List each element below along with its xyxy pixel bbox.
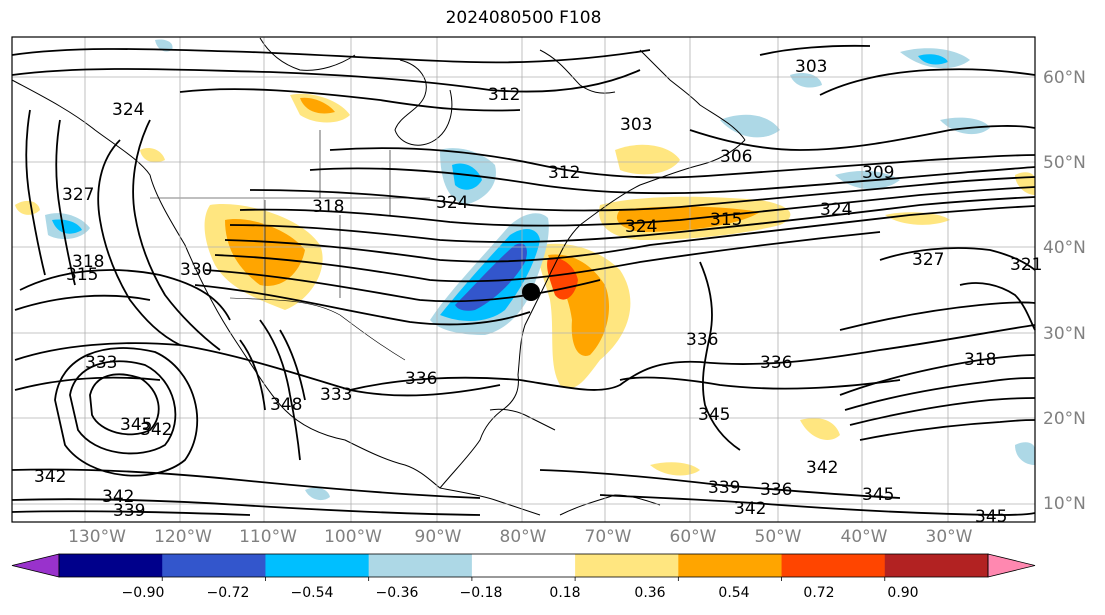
contour-label: 345 [975,507,1007,527]
map-panel: 303 303 306 309 312 312 315 315 318 318 … [11,36,1042,527]
lon-label: 30°W [925,527,973,547]
contour-lines [11,44,1036,516]
contour-label: 336 [760,480,792,500]
colorbar-bin [368,554,473,577]
contour-label: 330 [180,260,212,280]
contour-label: 321 [1010,255,1042,275]
contour-label: 324 [112,100,144,120]
colorbar-extend-high [987,553,1036,578]
contour-label: 327 [912,250,944,270]
lon-label: 40°W [840,527,888,547]
colorbar-bin [575,554,679,577]
colorbar-bin [884,554,989,577]
contour-label: 318 [72,252,104,272]
contour-label: 333 [85,353,117,373]
contour-label: 324 [436,193,468,213]
contour-label: 345 [698,405,730,425]
colorbar-extend-low [11,553,60,578]
lat-label: 50°N [1043,153,1086,173]
lat-label: 40°N [1043,238,1086,258]
contour-label: 318 [964,350,996,370]
colorbar-bin [781,554,886,577]
colorbar-tick-label: 0.36 [634,585,666,601]
colorbar-bin [678,554,783,577]
colorbar-tick-label: −0.90 [121,585,165,601]
lat-label: 30°N [1043,324,1086,344]
colorbar-bin [471,554,576,577]
colorbar-outline [58,553,989,578]
contour-label: 339 [708,478,740,498]
lon-label: 90°W [414,527,462,547]
colorbar-tick-label: −0.36 [375,585,419,601]
colorbar-tick-label: 0.54 [718,585,750,601]
contour-label: 348 [270,395,302,415]
contour-label: 342 [734,499,766,519]
contour-label: 303 [620,115,652,135]
colorbar-bin [59,554,163,577]
contour-label: 345 [862,485,894,505]
lon-label: 130°W [68,527,126,547]
contour-label: 342 [34,467,66,487]
map-title: 2024080500 F108 [445,8,602,28]
map-frame [11,36,1036,523]
contour-label: 306 [720,147,752,167]
contour-label: 336 [405,369,437,389]
contour-label: 324 [820,200,852,220]
contour-label: 342 [102,487,134,507]
storm-center-marker [522,283,540,301]
contour-label: 336 [686,330,718,350]
contour-label: 339 [113,501,145,521]
contour-label: 312 [548,163,580,183]
lon-label: 100°W [324,527,382,547]
colorbar-tick-label: 0.72 [803,585,835,601]
contour-label: 315 [710,210,742,230]
graticule [12,37,1035,522]
contour-label: 345 [120,415,152,435]
contour-labels: 303 303 306 309 312 312 315 315 318 318 … [34,57,1042,527]
colorbar-tick-label: 0.18 [549,585,581,601]
colorbar-tick-label: −0.18 [459,585,503,601]
contour-label: 324 [625,217,657,237]
lon-label: 110°W [239,527,297,547]
colorbar-bin [265,554,370,577]
contour-label: 342 [806,458,838,478]
lon-label: 80°W [499,527,547,547]
colorbar-tick-label: −0.54 [290,585,334,601]
contour-label: 309 [862,163,894,183]
contour-label: 312 [488,85,520,105]
colorbar-tick-label: −0.72 [206,585,250,601]
contour-label: 342 [140,420,172,440]
lat-label: 60°N [1043,68,1086,88]
contour-label: 315 [66,265,98,285]
colorbar-bin [162,554,266,577]
lat-label: 10°N [1043,494,1086,514]
lon-label: 70°W [584,527,632,547]
colorbar-tick-label: 0.90 [887,585,919,601]
contour-label: 318 [312,197,344,217]
colorbar [11,553,1036,581]
contour-label: 336 [760,353,792,373]
contour-label: 327 [62,185,94,205]
lon-label: 120°W [154,527,212,547]
lon-label: 50°W [754,527,802,547]
contour-label: 333 [320,385,352,405]
borders [150,130,430,361]
contour-label: 303 [795,57,827,77]
lon-label: 60°W [669,527,717,547]
lat-label: 20°N [1043,409,1086,429]
